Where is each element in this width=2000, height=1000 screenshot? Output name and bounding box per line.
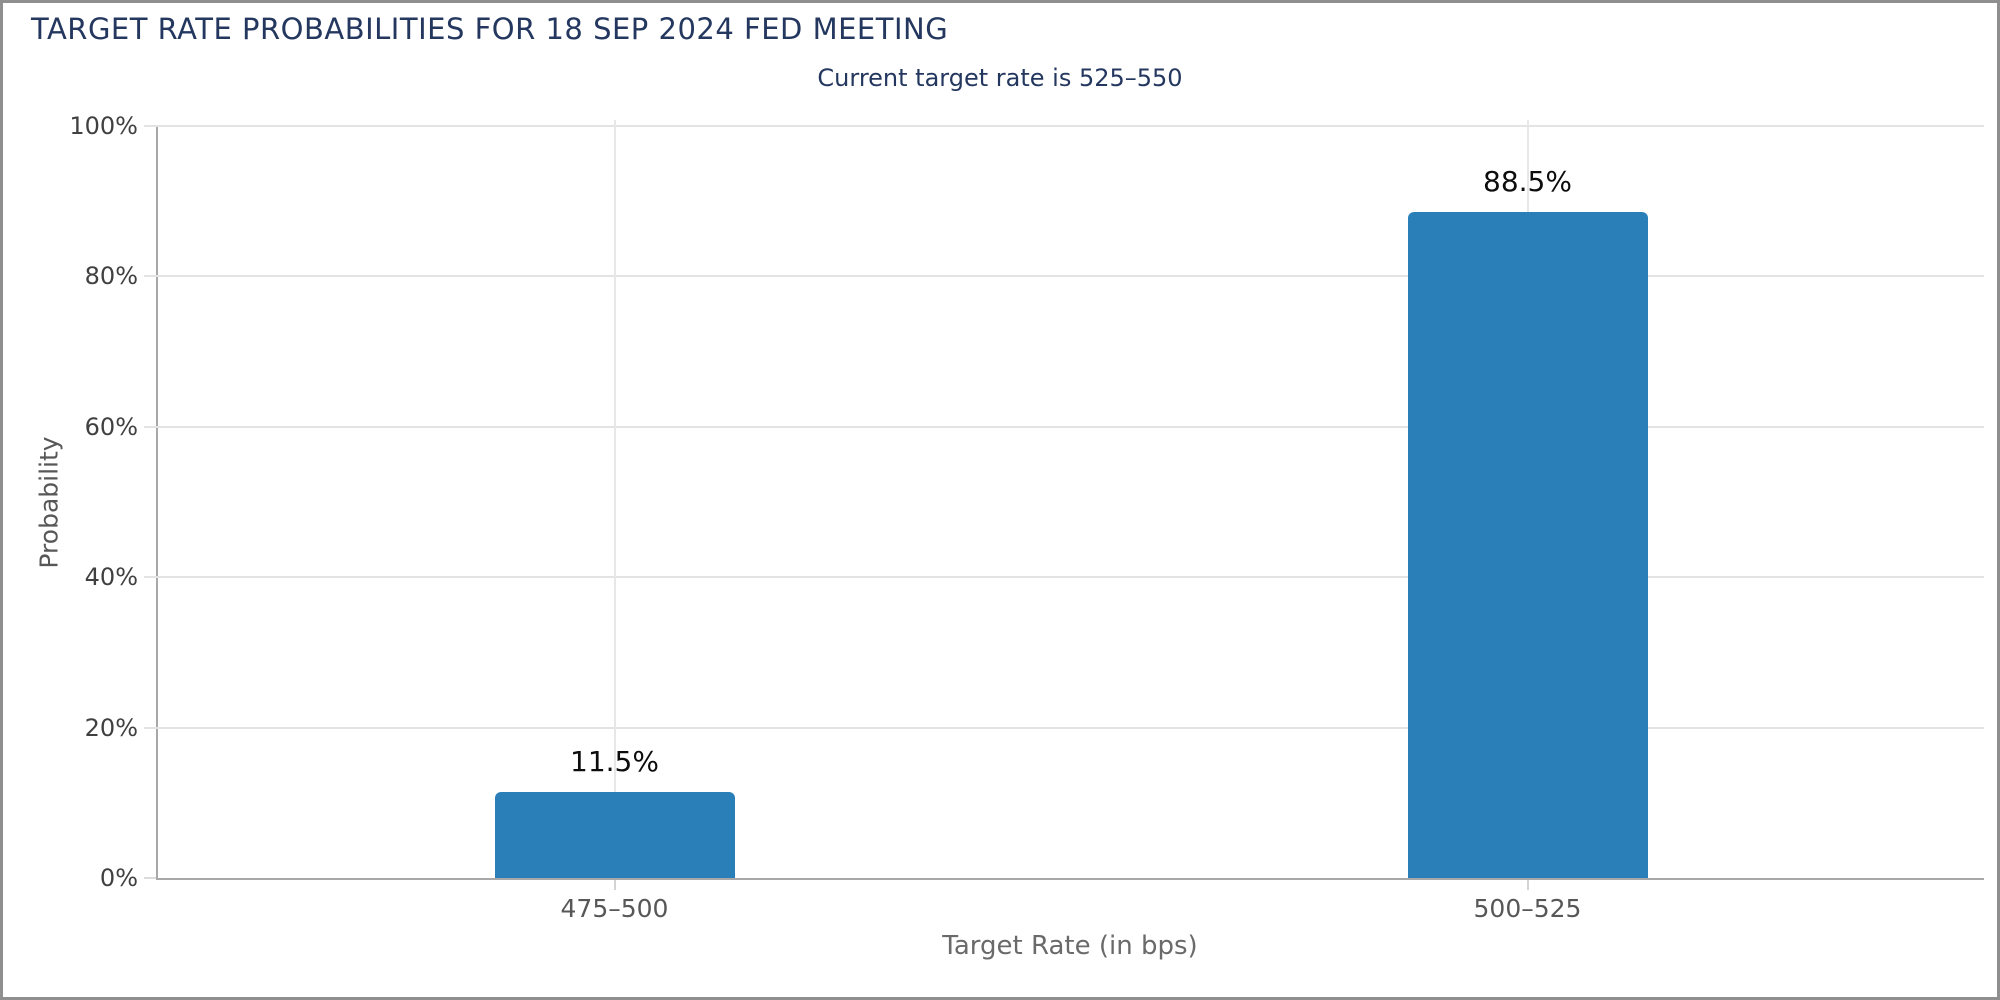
y-tick-label-0: 0% — [99, 864, 138, 892]
chart-title: TARGET RATE PROBABILITIES FOR 18 SEP 202… — [31, 12, 949, 46]
x-axis-title: Target Rate (in bps) — [942, 931, 1198, 961]
gridline-horizontal-40 — [144, 576, 1984, 579]
gridline-vertical-475-500 — [613, 120, 616, 878]
bar-500-525 — [1407, 212, 1648, 878]
gridline-horizontal-100 — [144, 125, 1984, 127]
gridline-horizontal-60 — [144, 425, 1984, 428]
bar-475-500 — [494, 791, 735, 878]
y-axis-title-wrap: Probability — [13, 126, 85, 878]
chart-subtitle: Current target rate is 525–550 — [817, 64, 1183, 92]
x-category-label-475-500: 475–500 — [560, 894, 669, 923]
gridline-horizontal-20 — [144, 726, 1984, 729]
x-tick-mark-500-525 — [1526, 880, 1529, 890]
y-tick-label-40: 40% — [84, 563, 138, 592]
gridline-horizontal-80 — [144, 275, 1984, 278]
y-tick-label-100: 100% — [69, 112, 138, 140]
y-tick-mark-0 — [144, 877, 156, 879]
plot-area: 0% 20% 40% 60% 80% 100% 11.5% 88.5% 475–… — [69, 112, 1984, 923]
x-tick-mark-475-500 — [613, 880, 616, 890]
y-tick-label-20: 20% — [84, 713, 138, 742]
y-tick-label-60: 60% — [84, 412, 138, 441]
bar-value-label-500-525: 88.5% — [1483, 165, 1572, 199]
bar-value-label-475-500: 11.5% — [570, 744, 659, 778]
y-tick-label-80: 80% — [84, 262, 138, 291]
y-axis-title: Probability — [34, 435, 64, 569]
x-category-label-500-525: 500–525 — [1473, 894, 1582, 923]
